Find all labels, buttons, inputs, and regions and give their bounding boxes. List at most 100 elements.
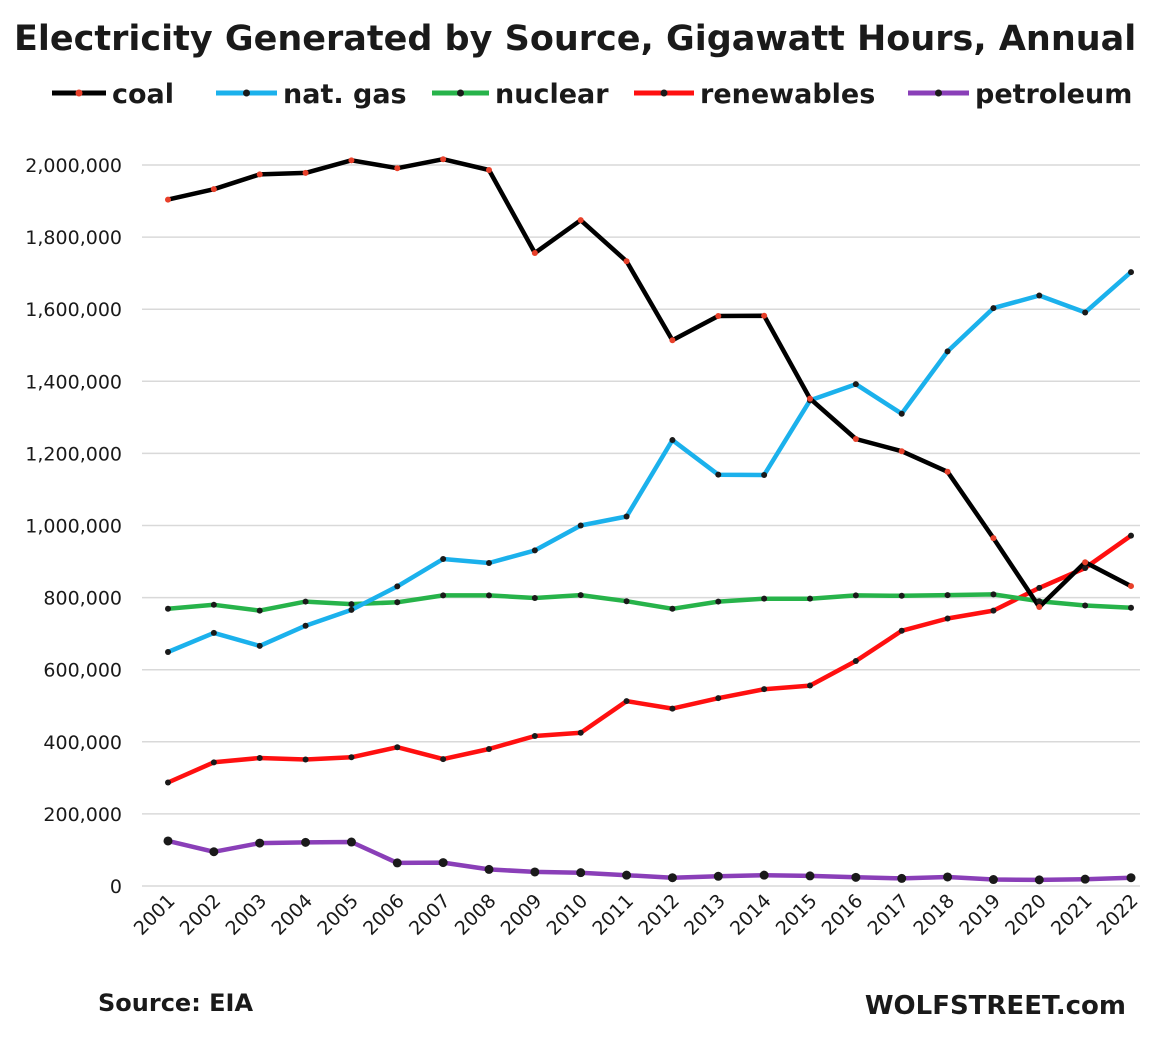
data-point-nuclear [577,592,584,599]
y-tick-label: 1,600,000 [25,299,122,321]
series-lines [165,156,1134,883]
data-point-petroleum [1126,873,1136,883]
series-line-petroleum [165,838,1134,883]
x-tick-label: 2004 [267,890,317,940]
legend-label: renewables [700,79,875,110]
data-point-nat-gas [256,642,263,649]
data-point-renewables [486,746,492,753]
x-tick-label: 2020 [1001,890,1051,940]
data-point-nuclear [1036,598,1043,605]
data-point-renewables [715,695,722,702]
data-point-renewables [302,756,309,763]
data-point-nat-gas [990,305,997,312]
legend-marker [75,89,83,97]
y-tick-label: 400,000 [43,732,122,754]
data-point-renewables [898,627,905,634]
x-tick-label: 2016 [818,890,868,940]
data-point-renewables [623,698,630,705]
data-point-nat-gas [486,559,492,566]
data-point-nuclear [531,594,538,601]
series-line-coal [165,156,1134,610]
data-point-petroleum [851,872,861,882]
data-point-coal [486,167,492,174]
legend-item-renewables: renewables [634,79,875,110]
data-point-petroleum [943,872,953,882]
y-tick-label: 0 [110,876,122,898]
data-point-nat-gas [348,606,355,613]
y-tick-label: 800,000 [43,588,122,610]
data-point-petroleum [255,838,265,848]
data-point-nuclear [852,592,859,599]
data-point-renewables [1082,565,1089,572]
x-tick-label: 2014 [726,890,776,940]
data-point-coal [1082,559,1089,566]
data-point-nat-gas [577,522,584,529]
data-point-nuclear [1128,604,1134,611]
data-point-nuclear [761,595,768,602]
x-tick-label: 2007 [405,890,455,940]
x-tick-label: 2017 [863,890,913,940]
data-point-nat-gas [761,472,768,479]
x-tick-label: 2021 [1047,890,1097,940]
data-point-coal [1036,603,1043,610]
legend-marker [457,89,464,97]
data-point-nat-gas [394,583,401,590]
data-point-nat-gas [210,629,217,636]
x-tick-label: 2008 [451,890,501,940]
data-point-petroleum [988,875,998,885]
y-tick-label: 1,200,000 [25,443,122,465]
data-point-renewables [256,755,263,762]
data-point-petroleum [301,837,311,847]
x-tick-label: 2003 [221,890,271,940]
data-point-nuclear [807,595,813,602]
data-point-nuclear [440,592,447,599]
data-point-petroleum [346,837,356,847]
data-point-renewables [440,756,447,763]
x-tick-label: 2013 [680,890,730,940]
data-point-petroleum [392,858,402,868]
data-point-petroleum [622,870,632,880]
x-tick-label: 2019 [955,890,1005,940]
data-point-renewables [669,705,676,712]
data-point-nuclear [348,601,355,608]
data-point-nuclear [302,598,309,605]
data-point-renewables [348,754,355,761]
data-point-petroleum [667,873,677,883]
data-point-nuclear [669,605,676,612]
data-point-petroleum [713,871,723,881]
data-point-coal [302,169,309,176]
legend-item-coal: coal [52,79,174,110]
data-point-coal [761,312,768,319]
data-point-nat-gas [623,513,630,520]
data-point-nat-gas [715,471,722,478]
data-point-nuclear [165,605,171,612]
data-point-coal [807,395,813,402]
legend-item-petroleum: petroleum [908,79,1132,110]
data-point-coal [944,468,951,475]
legend-item-nuclear: nuclear [432,79,609,110]
data-point-coal [1128,583,1134,590]
data-point-coal [669,337,676,344]
data-point-nuclear [486,592,492,599]
x-tick-label: 2001 [130,890,180,940]
legend-label: nat. gas [283,79,407,110]
y-tick-label: 2,000,000 [25,155,122,177]
data-point-nat-gas [944,348,951,355]
data-point-coal [990,535,997,542]
data-point-renewables [761,686,768,693]
data-point-renewables [210,759,217,766]
data-point-renewables [852,658,859,665]
data-point-petroleum [484,864,494,874]
data-point-petroleum [209,847,219,857]
series-line-nuclear [165,592,1134,613]
data-point-nuclear [990,591,997,598]
x-tick-label: 2009 [497,890,547,940]
data-point-nat-gas [302,622,309,629]
legend-label: nuclear [495,79,609,110]
data-point-petroleum [576,868,586,878]
series-line-renewables [165,533,1134,785]
chart-title: Electricity Generated by Source, Gigawat… [14,19,1136,59]
data-point-coal [577,217,584,224]
x-tick-label: 2006 [359,890,409,940]
data-point-renewables [1128,532,1134,539]
